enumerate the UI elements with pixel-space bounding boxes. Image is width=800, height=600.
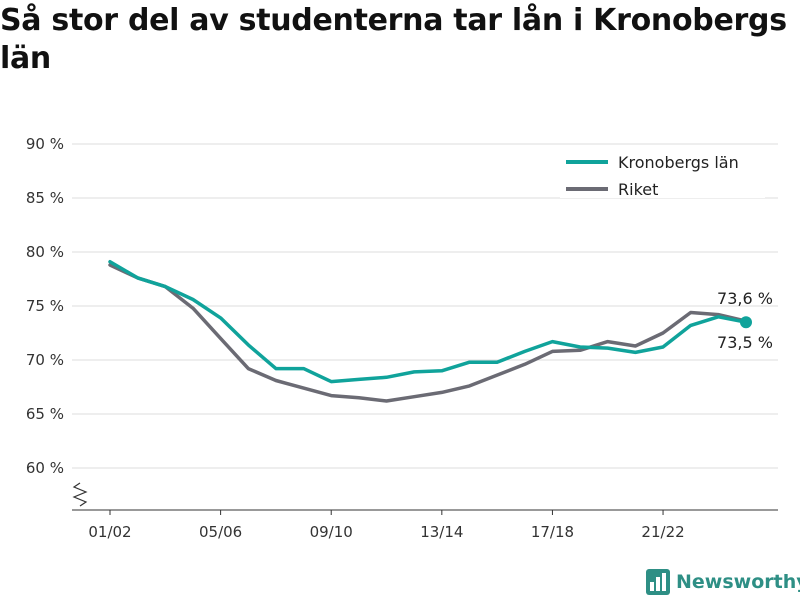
y-tick-label: 75 % — [26, 297, 64, 315]
brand-name: Newsworthy — [676, 571, 800, 593]
y-tick-label: 90 % — [26, 135, 64, 153]
x-tick-label: 01/02 — [88, 523, 131, 541]
legend-label: Kronobergs län — [618, 153, 739, 172]
y-tick-label: 85 % — [26, 189, 64, 207]
chart-title: Så stor del av studenterna tar lån i Kro… — [0, 3, 787, 76]
y-tick-label: 60 % — [26, 459, 64, 477]
axes: 60 % 65 % 70 % 75 % 80 % 85 % 90 % 01/02 05/06 09… — [26, 135, 778, 541]
x-tick-label: 13/14 — [420, 523, 463, 541]
series-line-riket — [108, 263, 748, 403]
x-tick-label: 05/06 — [199, 523, 242, 541]
series-lines — [108, 259, 752, 403]
bar-chart-logo-icon — [646, 569, 670, 595]
y-tick-label: 65 % — [26, 405, 64, 423]
end-label-riket: 73,6 % — [717, 289, 773, 308]
x-tick-label: 09/10 — [310, 523, 353, 541]
x-tick-label: 21/22 — [641, 523, 684, 541]
legend: Kronobergs län Riket — [560, 146, 765, 199]
x-tick-label: 17/18 — [531, 523, 574, 541]
data-labels: 73,6 % 73,5 % — [717, 289, 773, 352]
y-tick-label: 70 % — [26, 351, 64, 369]
series-line-kronobergs-län — [108, 259, 748, 384]
axis-break-icon — [72, 482, 88, 507]
y-tick-label: 80 % — [26, 243, 64, 261]
end-label-kronobergs-lan: 73,5 % — [717, 333, 773, 352]
legend-label: Riket — [618, 180, 658, 199]
end-point-marker — [740, 316, 752, 329]
newsworthy-brand: Newsworthy — [646, 568, 800, 596]
